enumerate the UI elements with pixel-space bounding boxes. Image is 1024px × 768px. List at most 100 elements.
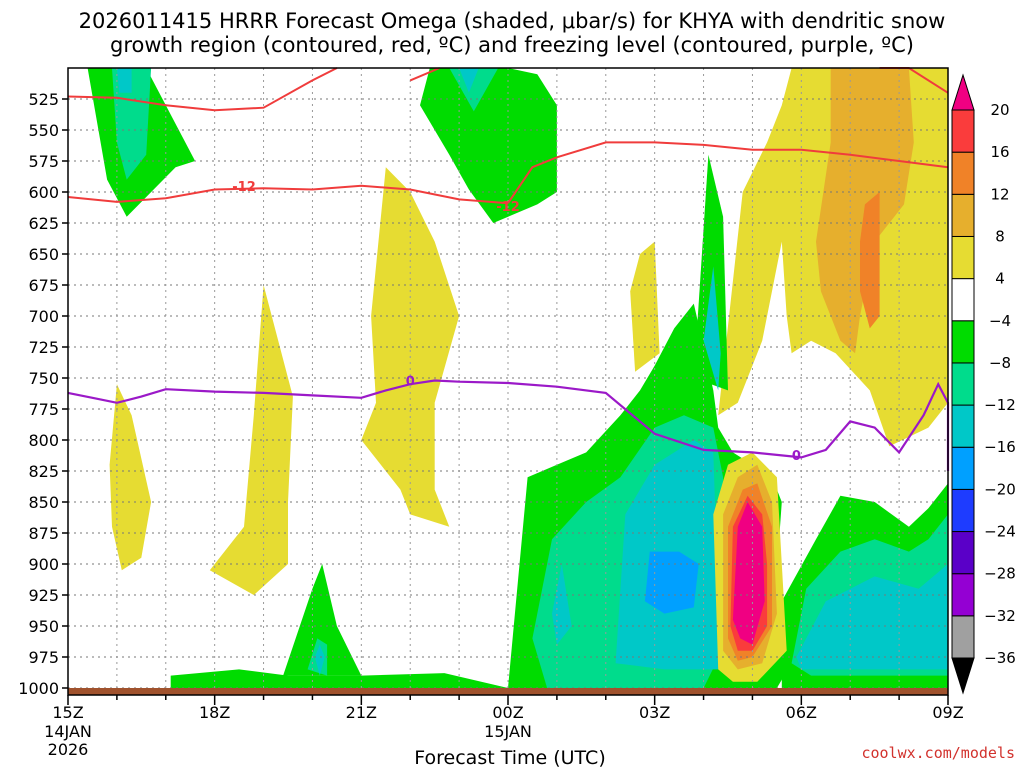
y-tick-label: 950 [28, 617, 59, 636]
colorbar-label: −24 [984, 523, 1016, 541]
y-tick-label: 925 [28, 586, 59, 605]
dgz-label-1: -12 [232, 180, 256, 195]
colorbar-label: 16 [990, 143, 1009, 161]
colorbar-swatch [951, 109, 975, 153]
plot-area: -12 -12 0 0 [67, 67, 950, 696]
omega-region-upper-mid-core2 [459, 68, 479, 93]
gridlines [68, 68, 948, 689]
y-tick-label: 800 [28, 431, 59, 450]
omega-region-downward-mid2 [630, 241, 660, 372]
dgz-label-2: -12 [496, 200, 520, 215]
colorbar-swatch [951, 235, 975, 280]
omega-region-downward-left2 [209, 285, 293, 595]
x-axis-label: Forecast Time (UTC) [414, 747, 605, 768]
x-tick-label: 21Z [346, 703, 377, 722]
y-tick-label: 850 [28, 493, 59, 512]
colorbar-label: −4 [989, 312, 1011, 330]
omega-region-lower-upward-16 [644, 551, 699, 614]
y-axis: 525 550 575 600 625 650 675 700 725 750 775 800 825 8… [18, 90, 68, 698]
x-tick-label: 00Z [492, 703, 523, 722]
y-tick-label: 975 [28, 648, 59, 667]
colorbar-swatch [951, 151, 975, 195]
omega-region-upper-left-core2 [116, 68, 132, 93]
colorbar-bottom-arrow [951, 657, 975, 695]
y-tick-label: 700 [28, 307, 59, 326]
dgz-contour-upper-right [507, 141, 949, 204]
y-tick-label: 725 [28, 338, 59, 357]
colorbar-swatch [951, 488, 975, 533]
omega-region-bottom-strip-left [170, 669, 508, 688]
y-tick-label: 900 [28, 555, 59, 574]
colorbar-label: −20 [984, 480, 1016, 498]
colorbar: −36 −32 −28 −24 −20 −16 −12 −8 −4 4 8 12 16 20 [951, 73, 1016, 695]
freezing-label-1: 0 [406, 375, 415, 390]
colorbar-swatch [951, 193, 975, 237]
colorbar-swatch [951, 573, 975, 617]
colorbar-top-arrow [951, 73, 975, 111]
site-credit: coolwx.com/models [861, 744, 1015, 762]
y-tick-label: 750 [28, 369, 59, 388]
x-tick-label: 09Z [932, 703, 963, 722]
y-tick-label: 875 [28, 524, 59, 543]
colorbar-label: −28 [984, 565, 1016, 583]
y-tick-label: 575 [28, 152, 59, 171]
omega-region-lower-upward-tower [693, 154, 728, 391]
x-tick-date: 15JAN [484, 722, 532, 741]
x-tick-date: 14JAN [44, 722, 92, 741]
colorbar-label: −36 [984, 649, 1016, 667]
y-tick-label: 775 [28, 400, 59, 419]
colorbar-swatch [951, 615, 975, 659]
x-tick-label: 15Z [52, 703, 83, 722]
omega-shading [87, 68, 948, 688]
colorbar-label: −8 [989, 354, 1011, 372]
dgz-contour-upper-left [67, 67, 338, 112]
y-tick-label: 650 [28, 245, 59, 264]
omega-region-pos-omega-20 [732, 502, 765, 645]
x-tick-label: 06Z [786, 703, 817, 722]
y-tick-label: 625 [28, 214, 59, 233]
omega-region-right-top-strip [928, 68, 948, 267]
freezing-level-contour [67, 379, 950, 471]
y-tick-label: 825 [28, 462, 59, 481]
x-tick-label: 03Z [639, 703, 670, 722]
colorbar-label: −12 [984, 396, 1016, 414]
y-tick-label: 550 [28, 121, 59, 140]
chart-title-line2: growth region (contoured, red, ºC) and f… [110, 33, 914, 57]
omega-region-lower-upward-tower-core [703, 266, 721, 391]
x-tick-year: 2026 [48, 740, 89, 759]
colorbar-label: −16 [984, 438, 1016, 456]
colorbar-label: 12 [990, 185, 1009, 203]
omega-region-downward-left1 [109, 384, 152, 571]
dgz-contour-upper-mid [409, 67, 440, 82]
omega-region-upper-left-core [112, 68, 152, 180]
x-tick-label: 18Z [199, 703, 230, 722]
ground-surface [68, 688, 948, 695]
colorbar-label: −32 [984, 607, 1016, 625]
omega-region-bottom-hump [283, 564, 362, 676]
chart-title-line1: 2026011415 HRRR Forecast Omega (shaded, … [79, 9, 946, 33]
colorbar-swatch [951, 404, 975, 448]
colorbar-swatch [951, 278, 975, 322]
colorbar-swatch [951, 320, 975, 364]
colorbar-swatch [951, 531, 975, 575]
colorbar-label: 20 [990, 101, 1009, 119]
colorbar-label: 8 [995, 227, 1005, 245]
omega-region-bottom-hump-core2 [314, 644, 325, 676]
omega-region-upper-mid-upward [420, 68, 557, 223]
y-tick-label: 675 [28, 276, 59, 295]
contour-lines: -12 -12 0 0 [67, 67, 950, 471]
omega-region-right-downward-12 [860, 192, 880, 329]
dgz-contour-lower [67, 184, 509, 205]
y-tick-label: 525 [28, 90, 59, 109]
omega-region-upper-mid-core [449, 68, 499, 112]
y-tick-label: 600 [28, 183, 59, 202]
freezing-label-2: 0 [792, 449, 801, 464]
colorbar-swatch [951, 362, 975, 406]
colorbar-label: 4 [995, 270, 1005, 288]
omega-region-right-lower-12 [796, 564, 948, 670]
colorbar-swatch [951, 446, 975, 490]
y-tick-label: 1000 [18, 679, 59, 698]
omega-region-lower-upward-left-core [552, 564, 572, 645]
